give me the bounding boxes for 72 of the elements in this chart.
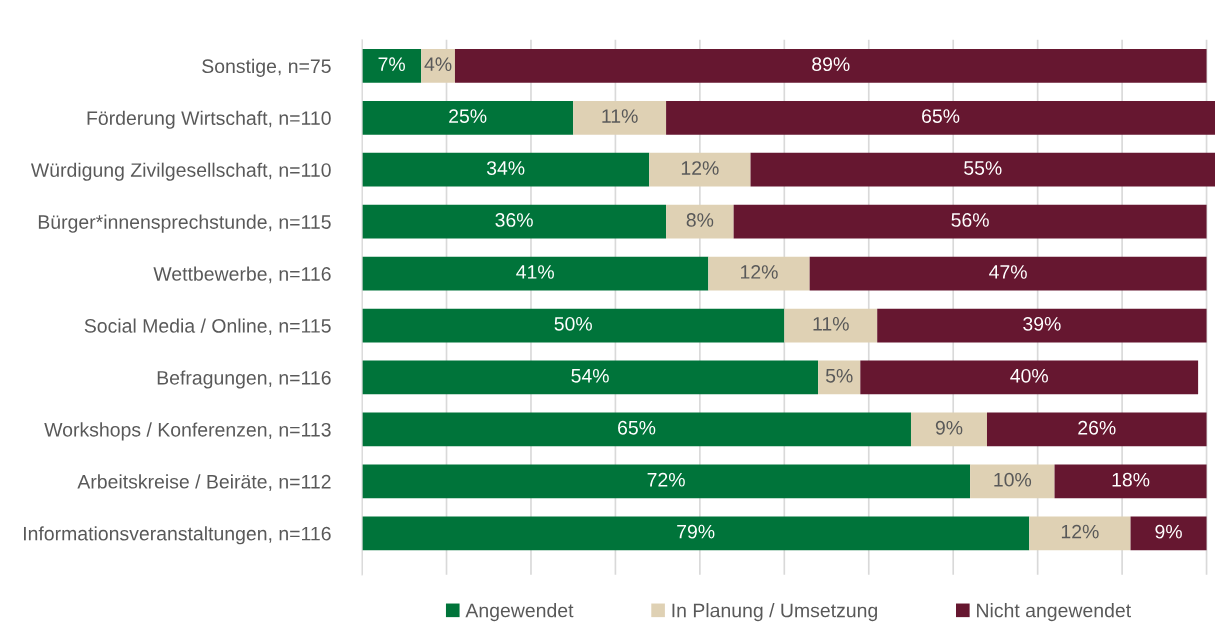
bar — [877, 308, 1207, 343]
data-label: 11% — [602, 109, 638, 123]
data-label: 72% — [647, 472, 685, 487]
data-label: 40% — [1010, 368, 1048, 383]
data-label: 7% — [378, 57, 405, 71]
y-tick-label: Social Media / Online, n=115 — [84, 318, 331, 336]
data-label: 65% — [922, 109, 960, 123]
legend-label: Nicht angewendet — [977, 603, 1131, 622]
data-label: 4% — [424, 57, 452, 71]
bar — [1029, 516, 1131, 551]
bar — [986, 412, 1207, 447]
data-label: 41% — [516, 265, 554, 279]
bar — [809, 256, 1207, 291]
bar — [666, 100, 1215, 135]
bar — [362, 516, 1030, 551]
bar — [362, 360, 819, 395]
data-label: 9% — [1155, 524, 1182, 539]
data-label: 34% — [486, 161, 525, 175]
bar — [666, 204, 734, 239]
data-label: 5% — [825, 369, 853, 383]
bar — [784, 308, 878, 343]
bar — [362, 152, 650, 187]
legend-label: In Planung / Umsetzung — [672, 603, 877, 622]
data-label: 26% — [1078, 420, 1116, 435]
data-label: 18% — [1112, 472, 1150, 487]
data-label: 9% — [935, 420, 963, 435]
bar — [970, 464, 1055, 499]
bar — [708, 256, 810, 291]
bar — [362, 308, 785, 343]
data-label: 55% — [964, 161, 1002, 175]
data-label: 12% — [741, 265, 778, 279]
data-label: 25% — [449, 109, 487, 123]
data-label: 12% — [1061, 524, 1099, 539]
bar — [362, 464, 971, 499]
bar — [362, 204, 667, 239]
data-label: 79% — [677, 524, 715, 539]
y-tick-label: Informationsveranstaltungen, n=116 — [23, 526, 331, 545]
data-label: 36% — [495, 213, 533, 227]
data-label: 39% — [1023, 316, 1061, 331]
bar — [362, 412, 911, 447]
bar — [1054, 464, 1207, 499]
data-label: 10% — [994, 472, 1032, 487]
y-tick-label: Sonstige, n=75 — [202, 58, 331, 77]
data-label: 47% — [989, 265, 1027, 279]
bar — [733, 204, 1207, 239]
data-label: 8% — [686, 213, 714, 227]
bar — [573, 100, 667, 135]
bar — [910, 412, 987, 447]
bar — [362, 256, 709, 291]
y-tick-label: Workshops / Konferenzen, n=113 — [44, 422, 331, 441]
data-label: 12% — [681, 161, 719, 175]
y-tick-label: Würdigung Zivilgesellschaft, n=110 — [30, 162, 331, 181]
data-label: 50% — [554, 316, 592, 331]
y-tick-label: Arbeitskreise / Beiräte, n=112 — [77, 474, 331, 491]
bar — [1130, 516, 1207, 551]
bar — [421, 48, 455, 83]
bar — [362, 100, 574, 135]
bar — [649, 152, 751, 187]
bar — [860, 360, 1199, 395]
data-label: 54% — [571, 369, 609, 383]
bar — [454, 48, 1207, 83]
y-tick-label: Bürger*innensprechstunde, n=115 — [38, 214, 331, 233]
data-label: 11% — [813, 317, 849, 331]
data-label: 65% — [618, 420, 656, 435]
bar — [750, 152, 1215, 187]
data-label: 89% — [812, 57, 850, 72]
data-label: 56% — [951, 213, 989, 227]
y-tick-label: Wettbewerbe, n=116 — [153, 266, 331, 284]
y-tick-label: Förderung Wirtschaft, n=110 — [87, 110, 331, 129]
y-tick-label: Befragungen, n=116 — [157, 370, 331, 389]
bar — [362, 48, 422, 83]
legend-label: Angewendet — [465, 603, 574, 622]
